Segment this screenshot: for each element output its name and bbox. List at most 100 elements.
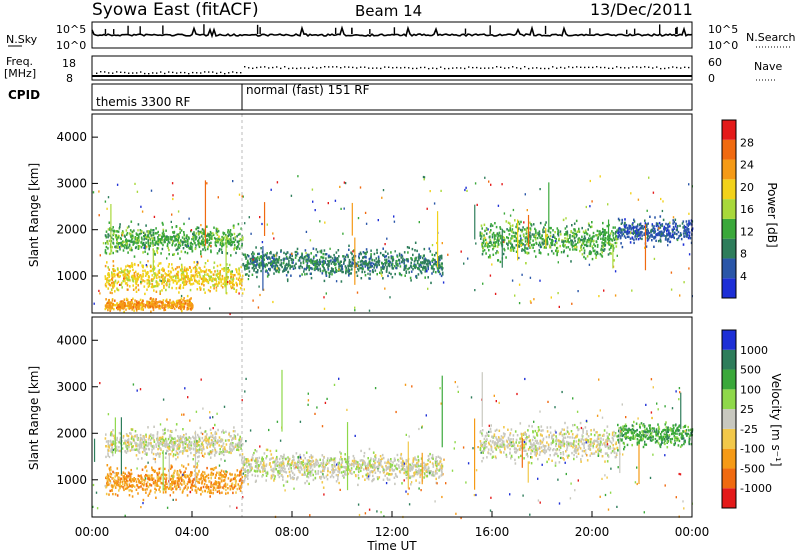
range-cell bbox=[116, 238, 118, 241]
noise-left-tick-top: 10^5 bbox=[56, 23, 86, 36]
range-cell bbox=[261, 263, 263, 266]
range-cell bbox=[649, 215, 651, 218]
range-cell bbox=[216, 227, 219, 231]
range-cell bbox=[199, 242, 201, 245]
range-cell bbox=[198, 448, 201, 451]
range-cell bbox=[105, 298, 107, 301]
range-cell bbox=[621, 233, 623, 237]
range-cell bbox=[431, 272, 433, 275]
range-cell bbox=[622, 232, 625, 236]
range-cell bbox=[186, 275, 188, 278]
range-cell bbox=[637, 228, 640, 232]
range-cell bbox=[524, 228, 526, 231]
range-cell bbox=[545, 221, 547, 224]
power-ylabel: Slant Range [km] bbox=[27, 163, 41, 267]
range-cell bbox=[263, 264, 265, 268]
range-cell bbox=[143, 438, 146, 442]
range-cell bbox=[484, 244, 486, 248]
range-cell bbox=[439, 265, 442, 269]
range-cell bbox=[143, 246, 145, 249]
range-cell bbox=[125, 233, 128, 236]
range-cell bbox=[162, 269, 164, 273]
range-cell bbox=[135, 232, 138, 235]
range-cell bbox=[344, 255, 347, 259]
range-cell bbox=[620, 229, 623, 232]
range-cell bbox=[440, 189, 442, 192]
range-cell bbox=[368, 260, 371, 263]
range-cell bbox=[165, 283, 167, 286]
range-cell bbox=[532, 243, 535, 247]
range-cell bbox=[244, 273, 247, 276]
range-cell bbox=[532, 246, 534, 249]
range-cell bbox=[293, 264, 296, 267]
range-cell bbox=[134, 306, 137, 309]
range-cell bbox=[159, 290, 161, 293]
range-cell bbox=[143, 280, 146, 283]
range-cell bbox=[629, 226, 632, 229]
range-cell bbox=[192, 237, 195, 240]
range-cell bbox=[126, 246, 128, 250]
range-cell bbox=[203, 288, 205, 291]
range-cell bbox=[582, 238, 584, 242]
range-cell bbox=[105, 492, 108, 496]
range-cell bbox=[231, 281, 234, 284]
range-cell bbox=[554, 240, 557, 243]
range-cell bbox=[191, 238, 193, 241]
range-cell bbox=[611, 239, 614, 242]
range-cell bbox=[235, 268, 238, 272]
range-cell bbox=[507, 247, 509, 250]
range-cell bbox=[329, 247, 331, 250]
range-cell bbox=[181, 309, 183, 313]
range-cell bbox=[124, 279, 126, 283]
range-cell bbox=[143, 448, 145, 452]
nave-point bbox=[376, 67, 378, 69]
range-cell bbox=[578, 237, 580, 240]
range-cell bbox=[187, 446, 190, 450]
range-cell bbox=[599, 230, 601, 233]
range-cell bbox=[591, 200, 593, 203]
range-cell bbox=[199, 288, 202, 291]
range-cell bbox=[499, 235, 502, 238]
range-cell bbox=[160, 238, 163, 241]
range-cell bbox=[331, 257, 334, 260]
range-cell bbox=[629, 224, 631, 228]
range-cell bbox=[154, 299, 157, 302]
range-cell bbox=[146, 265, 148, 268]
range-cell bbox=[201, 239, 204, 242]
range-cell bbox=[350, 272, 352, 275]
range-cell bbox=[294, 266, 297, 270]
range-cell bbox=[427, 259, 430, 262]
nave-point bbox=[364, 66, 366, 68]
range-cell bbox=[198, 266, 201, 270]
range-cell bbox=[231, 443, 233, 446]
range-cell bbox=[272, 253, 275, 257]
range-cell bbox=[657, 239, 660, 243]
range-cell bbox=[136, 280, 138, 283]
range-cell bbox=[621, 218, 623, 222]
range-cell bbox=[287, 257, 289, 260]
range-cell bbox=[158, 283, 160, 286]
range-cell bbox=[593, 235, 595, 238]
range-cell bbox=[302, 260, 305, 263]
range-cell bbox=[226, 277, 229, 280]
range-cell bbox=[566, 225, 568, 228]
range-cell bbox=[107, 273, 109, 276]
range-cell bbox=[325, 272, 327, 276]
range-cell bbox=[496, 245, 499, 248]
range-cell bbox=[602, 235, 605, 238]
range-cell bbox=[183, 447, 186, 451]
range-cell bbox=[170, 430, 173, 433]
range-cell bbox=[442, 281, 445, 284]
range-cell bbox=[556, 253, 558, 257]
range-cell bbox=[601, 244, 603, 248]
range-cell bbox=[489, 254, 491, 257]
range-cell bbox=[113, 440, 116, 443]
range-cell bbox=[122, 302, 125, 305]
range-cell bbox=[187, 454, 189, 458]
range-cell bbox=[388, 260, 391, 263]
range-cell bbox=[258, 264, 261, 267]
range-cell bbox=[612, 247, 615, 250]
range-cell bbox=[147, 239, 149, 242]
range-cell bbox=[423, 262, 426, 265]
range-cell bbox=[204, 291, 206, 294]
